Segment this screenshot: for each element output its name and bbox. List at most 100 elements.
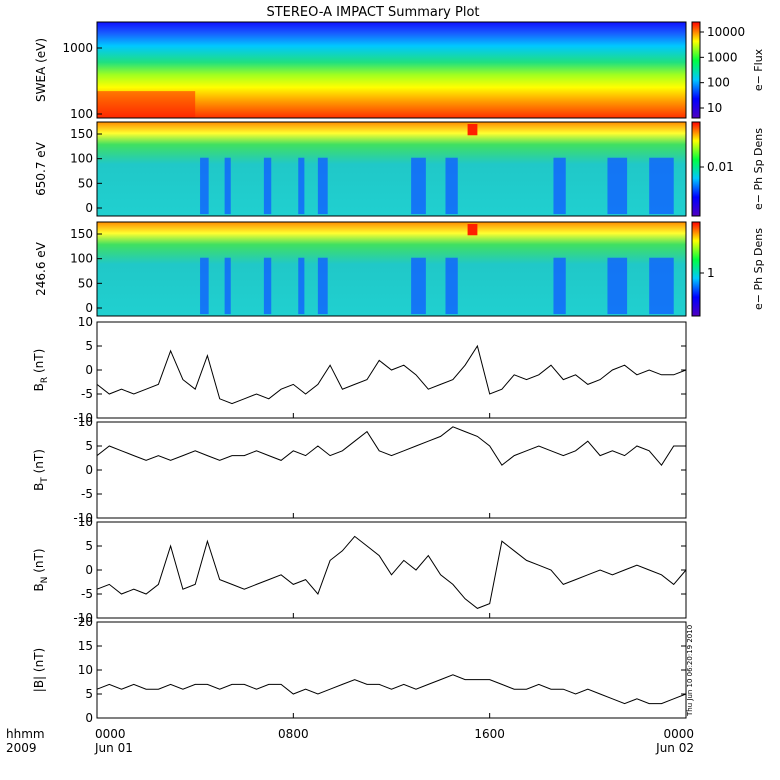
y-tick-label: 150: [70, 227, 93, 241]
panel-frame: [96, 521, 687, 619]
y-axis-label: SWEA (eV): [34, 38, 48, 102]
time-tick-label: 0000: [95, 727, 126, 741]
time-tick-label: 0000: [663, 727, 694, 741]
panel-bn: 10 5 0 -5 -10 BN (nT): [32, 515, 687, 625]
y-tick-label: -10: [73, 611, 93, 625]
panel-br: 10 5 0 -5 -10 BR (nT): [32, 315, 687, 425]
spectrogram-image: [97, 22, 686, 118]
colorbar-frame: [691, 21, 701, 119]
data-trace: [96, 344, 687, 405]
colorbar-label: e− Flux: [752, 48, 765, 91]
colorbar-tick-label: 1: [707, 266, 715, 280]
y-axis-label: BN (nT): [32, 548, 50, 591]
y-tick-label: 100: [70, 107, 93, 121]
panel-frame: [96, 421, 687, 519]
y-tick-label: 0: [85, 301, 93, 315]
spectrogram-image: [97, 222, 686, 316]
spectrogram-hotspot: [467, 124, 478, 136]
y-axis-label: BT (nT): [32, 449, 50, 491]
spectrogram-streak: [317, 257, 328, 315]
spectrogram-streak: [649, 257, 674, 315]
y-axis-label: |B| (nT): [32, 648, 46, 692]
spectrogram-streak: [411, 157, 426, 215]
y-tick-label: 100: [70, 252, 93, 266]
spectrogram-hotspot: [467, 224, 478, 236]
y-tick-label: 5: [85, 539, 93, 553]
spectrogram-streak: [445, 257, 458, 315]
spectrogram-swea: 1000 100 SWEA (eV) 10000 1000 100 10 e− Flux: [34, 21, 765, 121]
generated-timestamp: Thu Jun 10 06:20:19 2010: [686, 625, 694, 717]
y-tick-label: 5: [85, 339, 93, 353]
spectrogram-streak: [445, 157, 458, 215]
data-trace: [96, 426, 686, 467]
panel-frame: [96, 621, 687, 719]
y-tick-label: 5: [85, 687, 93, 701]
panel-frame: [96, 221, 687, 317]
panel-frame: [96, 21, 687, 119]
spectrogram-image: [97, 122, 686, 216]
plot-title: STEREO-A IMPACT Summary Plot: [266, 5, 479, 20]
y-tick-label: 5: [85, 439, 93, 453]
time-axis-year-label: 2009: [6, 741, 37, 755]
colorbar: [692, 22, 700, 118]
y-tick-label: -5: [81, 387, 93, 401]
colorbar-tick-label: 10000: [707, 25, 745, 39]
spectrogram-streak: [263, 257, 272, 315]
time-tick-label: 1600: [474, 727, 505, 741]
spectrogram-streak: [298, 257, 305, 315]
y-tick-label: 15: [78, 639, 93, 653]
spectrogram-streak: [200, 157, 209, 215]
y-tick-label: 10: [78, 515, 93, 529]
spectrogram-streak: [411, 257, 426, 315]
y-tick-label: -5: [81, 587, 93, 601]
time-tick-label: 0800: [278, 727, 309, 741]
colorbar-tick-label: 0.01: [707, 160, 734, 174]
colorbar-tick-label: 100: [707, 76, 730, 90]
spectrogram-streak: [607, 157, 628, 215]
y-axis-label: 650.7 eV: [34, 141, 48, 196]
panel-bmag: 20 15 10 5 0 |B| (nT): [32, 615, 687, 725]
spectrogram-streak: [298, 157, 305, 215]
data-trace: [96, 535, 687, 609]
y-tick-label: -10: [73, 511, 93, 525]
y-tick-label: 1000: [62, 41, 93, 55]
colorbar-frame: [691, 221, 701, 317]
spectrogram-streak: [263, 157, 272, 215]
colorbar-tick-label: 10: [707, 101, 722, 115]
y-tick-label: 50: [78, 276, 93, 290]
y-tick-label: 0: [85, 711, 93, 725]
time-tick-date: Jun 02: [655, 741, 694, 755]
colorbar: [692, 222, 700, 316]
y-tick-label: 0: [85, 201, 93, 215]
y-tick-label: -5: [81, 487, 93, 501]
time-axis-corner-label: hhmm: [6, 727, 45, 741]
spectrogram-pad-650: 150 100 50 0 650.7 eV 0.01 e− Ph Sp Dens: [34, 121, 765, 217]
colorbar-frame: [691, 121, 701, 217]
y-tick-label: 10: [78, 663, 93, 677]
spectrogram-streak: [317, 157, 328, 215]
y-tick-label: 50: [78, 176, 93, 190]
colorbar-tick-label: 1000: [707, 50, 738, 64]
colorbar: [692, 122, 700, 216]
y-tick-label: 10: [78, 315, 93, 329]
spectrogram-streak: [649, 157, 674, 215]
spectrogram-patch: [97, 91, 196, 118]
spectrogram-pad-246: 150 100 50 0 246.6 eV 1 e− Ph Sp Dens: [34, 221, 765, 317]
y-axis-label: 246.6 eV: [34, 241, 48, 296]
y-tick-label: 0: [85, 463, 93, 477]
y-tick-label: 10: [78, 415, 93, 429]
spectrogram-streak: [200, 257, 209, 315]
panel-frame: [96, 121, 687, 217]
y-tick-label: 0: [85, 363, 93, 377]
data-trace: [96, 674, 687, 705]
colorbar-label: e− Ph Sp Dens: [752, 128, 765, 210]
colorbar-label: e− Ph Sp Dens: [752, 228, 765, 310]
time-tick-date: Jun 01: [94, 741, 133, 755]
spectrogram-streak: [553, 157, 566, 215]
y-tick-label: 20: [78, 615, 93, 629]
y-tick-label: -10: [73, 411, 93, 425]
spectrogram-streak: [224, 257, 231, 315]
panel-bt: 10 5 0 -5 -10 BT (nT): [32, 415, 687, 525]
